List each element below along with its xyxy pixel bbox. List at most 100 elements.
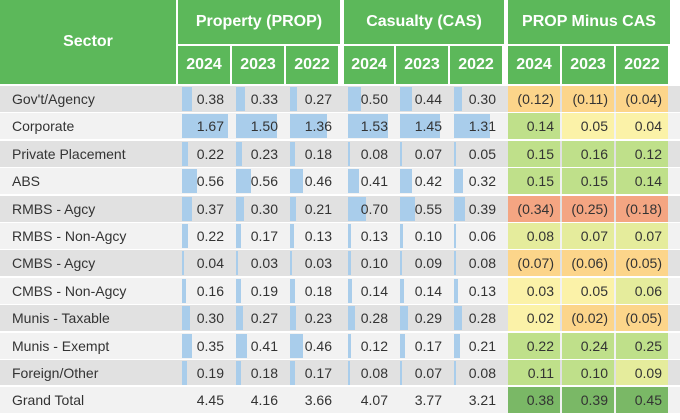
- sector-label: Foreign/Other: [12, 365, 99, 381]
- value-bar: [182, 87, 192, 111]
- value-cell: 3.77: [414, 392, 442, 408]
- value-cell: 0.14: [360, 283, 388, 299]
- diff-value: 0.45: [634, 392, 662, 408]
- diff-heat-cell: [508, 305, 560, 331]
- sector-label: CMBS - Agcy: [12, 255, 96, 271]
- diff-heat-cell: [616, 278, 668, 304]
- value-bar: [236, 279, 241, 303]
- value-cell: 0.06: [468, 228, 496, 244]
- value-bar: [290, 251, 292, 275]
- value-bar: [348, 142, 350, 166]
- value-cell: 0.08: [468, 365, 496, 381]
- value-bar: [454, 142, 456, 166]
- value-cell: 0.13: [360, 228, 388, 244]
- year-header: 2022: [616, 46, 668, 84]
- value-bar: [454, 224, 456, 248]
- diff-value: (0.04): [625, 91, 662, 107]
- value-cell: 4.07: [360, 392, 388, 408]
- value-bar: [348, 279, 352, 303]
- value-cell: 0.28: [360, 310, 388, 326]
- diff-value: 0.14: [526, 118, 554, 134]
- diff-value: 0.10: [580, 365, 608, 381]
- value-cell: 0.09: [414, 255, 442, 271]
- value-cell: 0.46: [304, 173, 332, 189]
- value-cell: 0.17: [414, 338, 442, 354]
- value-bar: [236, 224, 241, 248]
- sector-label: RMBS - Agcy: [12, 201, 96, 217]
- value-cell: 0.05: [468, 146, 496, 162]
- value-cell: 0.13: [304, 228, 332, 244]
- group-header: PROP Minus CAS: [508, 0, 670, 44]
- sector-label: Munis - Exempt: [12, 338, 110, 354]
- value-bar: [236, 142, 242, 166]
- value-bar: [236, 87, 245, 111]
- value-cell: 0.08: [360, 365, 388, 381]
- value-cell: 0.46: [304, 338, 332, 354]
- value-bar: [348, 224, 351, 248]
- value-bar: [348, 169, 359, 193]
- diff-heat-cell: [508, 196, 560, 222]
- value-cell: 0.38: [196, 91, 224, 107]
- diff-heat-cell: [562, 333, 614, 359]
- value-bar: [182, 306, 190, 330]
- sector-label: Munis - Taxable: [12, 310, 110, 326]
- value-cell: 0.70: [360, 201, 388, 217]
- value-bar: [236, 306, 243, 330]
- value-bar: [400, 251, 402, 275]
- value-bar: [454, 197, 465, 221]
- diff-value: 0.05: [580, 283, 608, 299]
- diff-heat-cell: [616, 305, 668, 331]
- diff-heat-cell: [508, 141, 560, 167]
- value-cell: 1.50: [250, 118, 278, 134]
- value-bar: [290, 279, 295, 303]
- diff-value: (0.34): [517, 201, 554, 217]
- sector-label: Grand Total: [12, 392, 85, 408]
- diff-value: 0.02: [526, 310, 554, 326]
- value-cell: 0.08: [360, 146, 388, 162]
- diff-heat-cell: [508, 278, 560, 304]
- value-bar: [454, 169, 463, 193]
- value-bar: [182, 251, 184, 275]
- diff-value: (0.11): [572, 91, 608, 107]
- diff-value: (0.05): [625, 255, 662, 271]
- value-bar: [182, 279, 186, 303]
- year-header: 2022: [450, 46, 502, 84]
- year-header: 2022: [286, 46, 338, 84]
- value-cell: 3.21: [468, 392, 496, 408]
- year-header: 2024: [508, 46, 560, 84]
- value-bar: [400, 142, 402, 166]
- value-cell: 0.37: [196, 201, 224, 217]
- diff-heat-cell: [562, 86, 614, 112]
- value-cell: 0.28: [468, 310, 496, 326]
- value-bar: [236, 197, 244, 221]
- value-bar: [400, 306, 408, 330]
- diff-heat-cell: [508, 223, 560, 249]
- value-bar: [236, 361, 241, 385]
- diff-value: (0.05): [625, 310, 662, 326]
- value-cell: 3.66: [304, 392, 332, 408]
- value-bar: [182, 224, 188, 248]
- sector-label: ABS: [12, 173, 41, 189]
- value-bar: [348, 114, 388, 138]
- diff-heat-cell: [562, 168, 614, 194]
- value-bar: [290, 334, 303, 358]
- diff-heat-cell: [562, 141, 614, 167]
- diff-value: 0.39: [580, 392, 608, 408]
- year-header: 2024: [178, 46, 230, 84]
- value-bar: [400, 114, 440, 138]
- value-bar: [290, 169, 303, 193]
- diff-value: 0.38: [526, 392, 554, 408]
- value-bar: [182, 361, 187, 385]
- value-cell: 0.19: [250, 283, 278, 299]
- diff-heat-cell: [616, 250, 668, 276]
- diff-heat-cell: [616, 223, 668, 249]
- value-bar: [454, 251, 456, 275]
- value-bar: [454, 114, 490, 138]
- value-cell: 0.55: [414, 201, 442, 217]
- value-bar: [348, 361, 350, 385]
- value-bar: [290, 142, 295, 166]
- value-cell: 0.41: [360, 173, 388, 189]
- value-bar: [290, 197, 296, 221]
- value-bar: [182, 334, 192, 358]
